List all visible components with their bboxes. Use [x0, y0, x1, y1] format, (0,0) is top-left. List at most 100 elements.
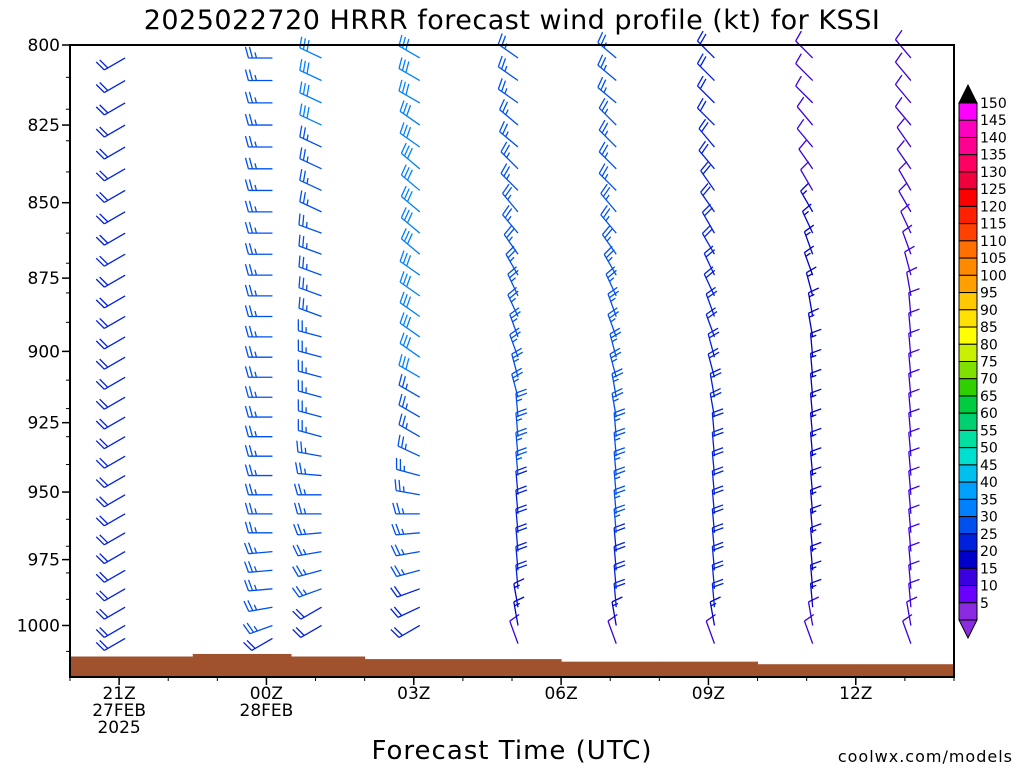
barb-full-feather: [244, 483, 250, 495]
barb-full-feather: [95, 400, 105, 410]
barb-half-feather: [302, 569, 307, 575]
barb-full-feather: [297, 523, 303, 535]
wind-barb: [400, 228, 421, 255]
colorbar-label: 85: [980, 320, 998, 336]
barb-full-feather: [602, 208, 611, 219]
wind-barb: [299, 190, 322, 213]
barb-full-feather: [302, 214, 305, 227]
barb-half-feather: [510, 277, 517, 282]
wind-barb: [298, 255, 322, 276]
barb-full-feather: [247, 600, 254, 611]
barb-full-feather: [393, 606, 403, 617]
barb-half-feather: [254, 163, 258, 169]
plot-frame: [69, 44, 955, 678]
wind-barb: [509, 613, 520, 644]
colorbar-bin: [958, 154, 978, 173]
barb-half-feather: [254, 431, 258, 437]
barb-staff: [796, 106, 814, 126]
wind-barb: [299, 168, 322, 192]
barb-half-feather: [514, 584, 520, 589]
barb-full-feather: [504, 208, 513, 219]
barb-full-feather: [609, 311, 620, 319]
barb-full-feather: [798, 139, 807, 150]
wind-barb: [95, 336, 126, 350]
barb-full-feather: [244, 243, 250, 255]
barb-full-feather: [796, 118, 805, 130]
barb-full-feather: [398, 79, 403, 92]
barb-full-feather: [99, 276, 109, 286]
barb-full-feather: [406, 233, 413, 245]
barb-staff: [697, 85, 715, 104]
barb-full-feather: [399, 291, 405, 303]
barb-full-feather: [503, 166, 511, 177]
barb-half-feather: [513, 378, 520, 383]
wind-barb: [95, 211, 126, 225]
barb-full-feather: [95, 128, 105, 138]
barb-full-feather: [906, 266, 918, 273]
wind-barb: [95, 146, 126, 160]
wind-barb: [244, 263, 273, 276]
barb-full-feather: [896, 139, 905, 150]
barb-full-feather: [248, 179, 254, 191]
barb-full-feather: [244, 46, 250, 59]
barb-full-feather: [244, 69, 250, 81]
barb-half-feather: [803, 210, 809, 216]
barb-full-feather: [246, 639, 256, 649]
wind-barb: [605, 266, 617, 297]
barb-staff: [908, 470, 912, 495]
barb-full-feather: [511, 347, 522, 355]
barb-full-feather: [696, 30, 704, 42]
y-tick-label: 900: [28, 342, 60, 362]
barb-full-feather: [406, 147, 413, 159]
barb-full-feather: [601, 166, 609, 177]
colorbar-label: 100: [980, 268, 1007, 284]
wind-barb: [807, 307, 820, 338]
barb-staff: [609, 353, 617, 378]
barb-full-feather: [296, 544, 303, 556]
barb-full-feather: [95, 498, 105, 508]
barb-full-feather: [399, 312, 405, 324]
barb-half-feather: [810, 529, 817, 533]
wind-barb: [795, 75, 814, 104]
barb-full-feather: [402, 102, 408, 114]
y-axis: 800 825 850 875 900 925 950 975 1000: [17, 36, 70, 652]
y-tick-label: 875: [28, 269, 60, 289]
barb-full-feather: [808, 287, 820, 294]
wind-barb: [244, 305, 273, 318]
wind-barb: [902, 613, 913, 644]
wind-barb: [613, 504, 626, 533]
barb-full-feather: [394, 479, 397, 491]
colorbar-label: 10: [980, 579, 998, 595]
colorbar-label: 75: [980, 355, 998, 371]
colorbar-label: 125: [980, 182, 1007, 198]
wind-barb: [398, 413, 421, 438]
colorbar-bin: [958, 223, 978, 242]
barb-full-feather: [696, 75, 704, 87]
colorbar-bin: [958, 361, 978, 380]
barb-full-feather: [402, 334, 408, 346]
barb-full-feather: [248, 464, 254, 476]
barb-half-feather: [254, 469, 258, 476]
barb-full-feather: [244, 425, 250, 437]
wind-barb: [390, 544, 420, 557]
barb-full-feather: [95, 628, 105, 638]
colorbar-label: 135: [980, 148, 1007, 164]
colorbar-bin: [958, 188, 978, 207]
barb-full-feather: [248, 386, 254, 398]
barb-full-feather: [507, 249, 517, 259]
wind-barb: [894, 29, 912, 59]
barb-full-feather: [607, 269, 617, 279]
barb-full-feather: [403, 188, 410, 200]
wind-barb: [502, 183, 519, 213]
barb-staff: [908, 489, 912, 514]
terrain-segment: [855, 664, 955, 677]
barb-staff: [908, 333, 912, 358]
barb-full-feather: [696, 53, 704, 64]
barb-full-feather: [292, 628, 302, 638]
wind-barb: [906, 596, 918, 626]
barb-full-feather: [703, 228, 713, 238]
barb-full-feather: [600, 34, 607, 46]
barb-full-feather: [242, 624, 251, 635]
barb-full-feather: [702, 186, 711, 196]
